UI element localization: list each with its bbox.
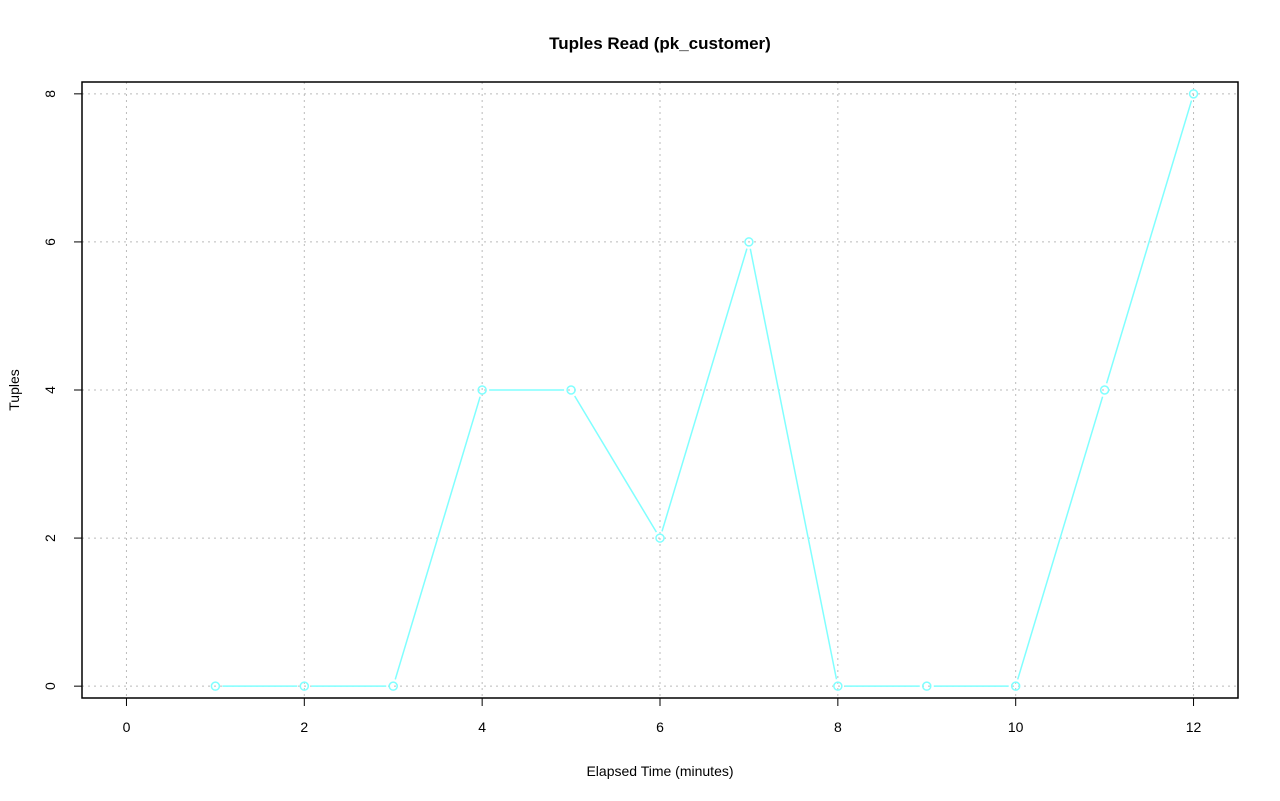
data-point xyxy=(1188,89,1199,99)
x-tick-label: 6 xyxy=(656,719,664,735)
data-point xyxy=(477,385,487,395)
x-tick-label: 8 xyxy=(834,719,842,735)
series-segment xyxy=(749,248,838,680)
series-segment xyxy=(661,248,748,532)
y-tick-label: 8 xyxy=(42,90,58,98)
data-point xyxy=(388,681,398,691)
y-tick-label: 0 xyxy=(42,682,58,690)
data-point xyxy=(1010,681,1021,691)
series xyxy=(210,89,1199,691)
data-point xyxy=(922,681,932,691)
data-point xyxy=(744,237,754,247)
data-point xyxy=(299,681,310,691)
x-tick-label: 12 xyxy=(1186,719,1202,735)
y-tick-label: 4 xyxy=(42,386,58,394)
x-tick-label: 4 xyxy=(478,719,486,735)
data-point xyxy=(566,385,576,395)
x-tick-label: 10 xyxy=(1008,719,1024,735)
series-segment xyxy=(574,395,658,533)
series-segment xyxy=(1105,100,1193,384)
grid xyxy=(82,82,1238,698)
plot-frame xyxy=(81,81,1239,699)
series-segment xyxy=(394,396,481,680)
chart-title: Tuples Read (pk_customer) xyxy=(549,34,771,53)
y-tick-label: 2 xyxy=(42,534,58,542)
data-point xyxy=(1099,385,1110,395)
data-point xyxy=(655,533,665,543)
axis-ticks: 0 2 4 6 8 10 12 0 2 4 6 8 xyxy=(42,90,1202,735)
x-tick-label: 2 xyxy=(300,719,308,735)
series-segment xyxy=(1016,396,1104,680)
x-tick-label: 0 xyxy=(123,719,131,735)
y-axis-label: Tuples xyxy=(6,369,22,411)
x-axis-label: Elapsed Time (minutes) xyxy=(586,763,733,779)
data-point xyxy=(833,681,843,691)
y-tick-label: 6 xyxy=(42,238,58,246)
data-point xyxy=(210,681,221,691)
